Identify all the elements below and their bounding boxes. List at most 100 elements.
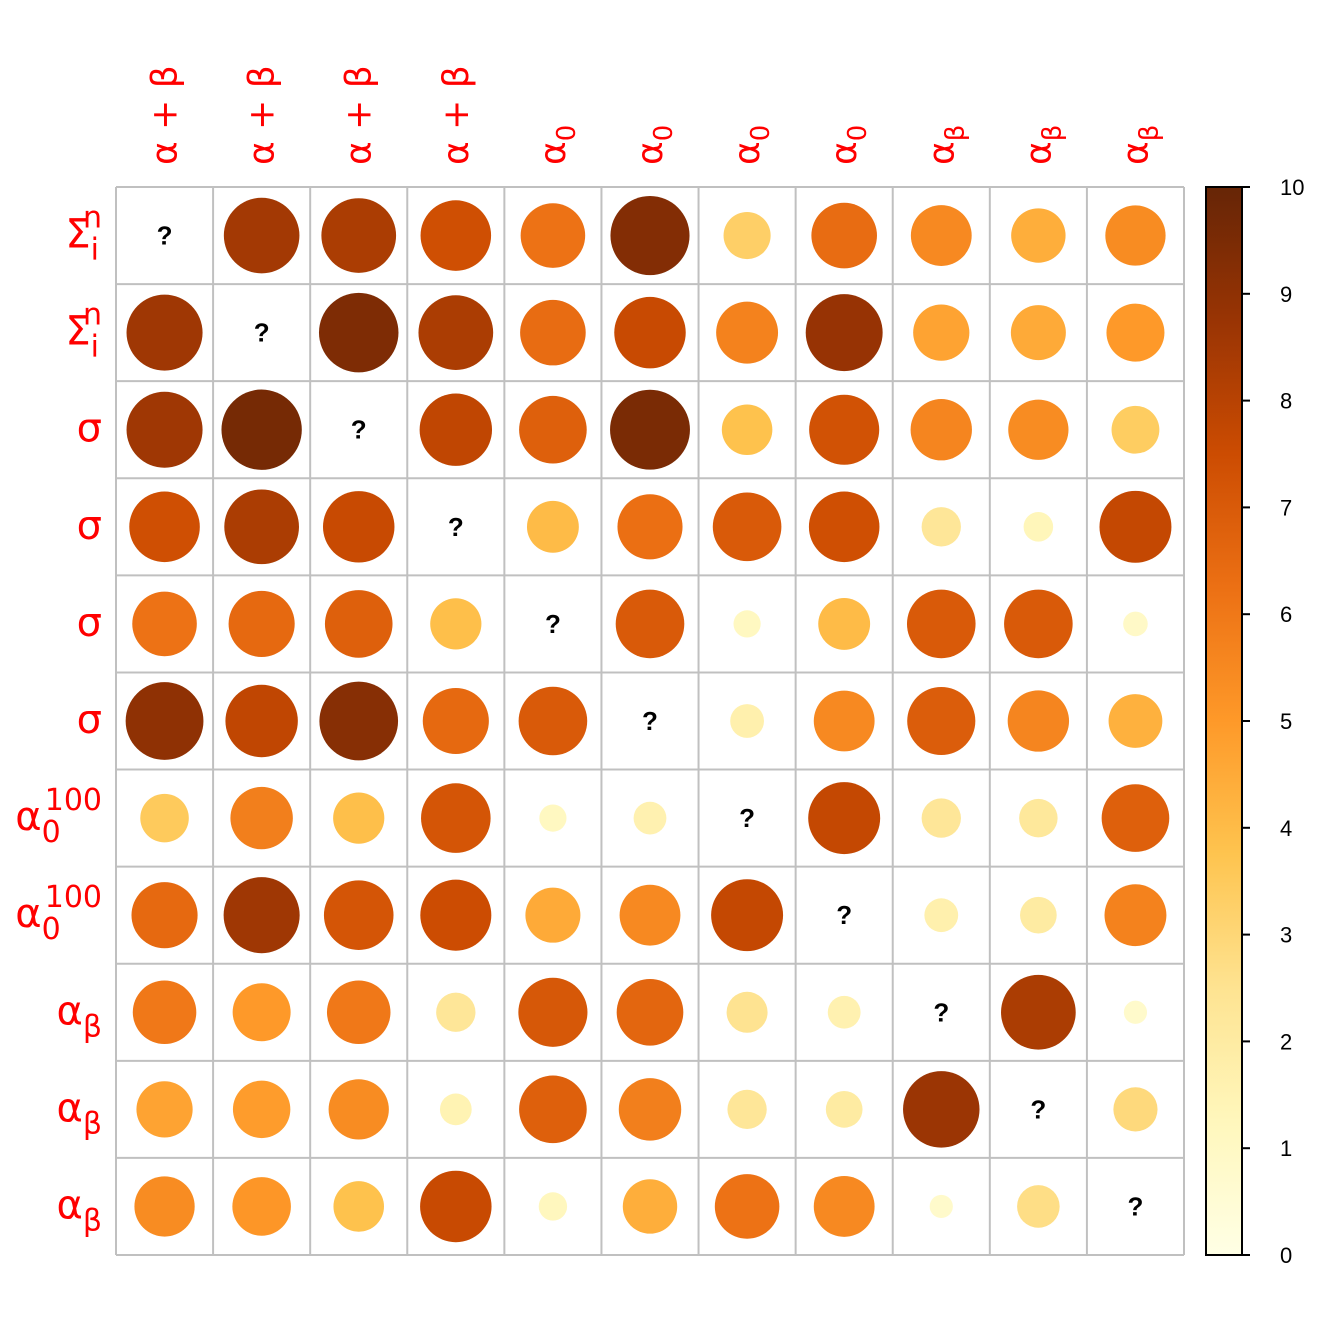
- colorbar-tick-label: 6: [1280, 602, 1292, 627]
- column-labels: α + β α + β α + β α + β α0 α0 α0 α0 αβ αβ αβ: [145, 65, 1165, 165]
- matrix-circle: [811, 202, 877, 269]
- matrix-circle: [805, 294, 883, 372]
- colorbar-tick-label: 4: [1280, 816, 1292, 841]
- matrix-circle: [420, 879, 492, 951]
- matrix-circle: [617, 494, 683, 560]
- column-label: α0: [630, 125, 679, 165]
- matrix-circle: [622, 1179, 678, 1234]
- matrix-circle: [525, 887, 581, 943]
- matrix-circle: [921, 507, 961, 547]
- matrix-circle: [1011, 208, 1066, 263]
- colorbar-tick-label: 7: [1280, 495, 1292, 520]
- matrix-circle: [1104, 884, 1167, 947]
- matrix-circle: [228, 590, 295, 657]
- matrix-circle: [1123, 611, 1148, 637]
- matrix-circle: [140, 793, 189, 843]
- column-label: αβ: [921, 125, 970, 165]
- diagonal-missing-label: ?: [351, 415, 367, 445]
- matrix-circle: [827, 995, 861, 1029]
- matrix-circle: [420, 1170, 492, 1243]
- matrix-circle: [825, 1091, 863, 1128]
- row-label: α0100: [15, 880, 102, 947]
- matrix-circle: [726, 991, 768, 1033]
- matrix-circle: [1004, 589, 1073, 659]
- row-label: σ: [77, 503, 102, 549]
- column-label: α + β: [145, 65, 186, 165]
- matrix-circle: [1017, 1185, 1060, 1228]
- column-label: α + β: [436, 65, 477, 165]
- column-label: α + β: [242, 65, 283, 165]
- matrix-circle: [324, 590, 393, 658]
- matrix-circle: [716, 301, 779, 364]
- colorbar-tick-label: 2: [1280, 1029, 1292, 1054]
- row-label: α0100: [15, 783, 102, 850]
- diagonal-missing-label: ?: [254, 318, 270, 348]
- matrix-circle: [333, 1181, 384, 1232]
- colorbar-tick-label: 8: [1280, 389, 1292, 414]
- matrix-circle: [232, 1080, 291, 1139]
- matrix-circle: [439, 1093, 472, 1126]
- matrix-circle: [136, 1081, 193, 1138]
- matrix-circle: [712, 492, 782, 562]
- matrix-circle: [132, 591, 197, 657]
- matrix-circle: [518, 686, 588, 756]
- matrix-circle: [230, 786, 293, 850]
- matrix-circle: [721, 404, 773, 455]
- matrix-circle: [323, 880, 394, 950]
- matrix-circle: [526, 500, 579, 553]
- column-label: α0: [824, 125, 873, 165]
- matrix-circle: [1010, 305, 1066, 361]
- matrix-circle: [910, 205, 972, 266]
- row-labels: Σin Σin σ σ σ σ α0100 α0100 αβ αβ αβ: [15, 201, 102, 1239]
- matrix-circle: [519, 1075, 587, 1144]
- colorbar-tick-label: 1: [1280, 1136, 1292, 1161]
- matrix-circle: [126, 391, 203, 468]
- matrix-circle: [129, 491, 200, 563]
- matrix-circle: [223, 197, 300, 274]
- matrix-circle: [224, 489, 299, 565]
- matrix-circle: [618, 1078, 682, 1141]
- matrix-circle: [418, 295, 494, 370]
- matrix-circle: [520, 203, 586, 268]
- matrix-circle: [333, 792, 385, 844]
- matrix-circle: [808, 491, 880, 563]
- matrix-circle: [420, 200, 492, 271]
- matrix-circle: [1001, 974, 1076, 1050]
- row-label: Σin: [65, 201, 102, 268]
- matrix-circle: [539, 804, 567, 832]
- matrix-circle: [813, 1176, 875, 1237]
- matrix-circle: [223, 877, 300, 954]
- matrix-circle: [519, 395, 587, 464]
- matrix-circle: [518, 977, 588, 1047]
- matrix-circle: [221, 389, 302, 470]
- matrix-circle: [929, 1194, 953, 1219]
- matrix-circle: [723, 211, 771, 260]
- colorbar-tick-label: 5: [1280, 709, 1292, 734]
- row-label: σ: [77, 600, 102, 646]
- matrix-circle: [430, 598, 482, 650]
- matrix-circle: [616, 978, 684, 1046]
- matrix-circle: [125, 682, 204, 760]
- matrix-circle: [808, 782, 881, 855]
- row-label: σ: [77, 406, 102, 452]
- matrix-circle: [232, 983, 291, 1042]
- matrix-circle: [126, 294, 203, 371]
- matrix-circle: [225, 684, 298, 758]
- matrix-circle: [818, 597, 871, 650]
- matrix-circle: [809, 394, 880, 465]
- colorbar-tick-label: 10: [1280, 175, 1304, 200]
- matrix-circle: [1105, 205, 1166, 266]
- matrix-circle: [131, 882, 198, 949]
- row-label: αβ: [56, 988, 102, 1044]
- matrix-circle: [328, 1079, 389, 1140]
- diagonal-missing-label: ?: [1030, 1094, 1046, 1124]
- matrix-circle: [1099, 490, 1172, 563]
- matrix-circle: [619, 884, 681, 946]
- matrix-circle: [419, 393, 493, 466]
- matrix-circle: [1111, 405, 1160, 454]
- matrix-circle: [921, 798, 961, 838]
- matrix-circle: [910, 399, 972, 461]
- matrix-circle: [615, 589, 685, 659]
- diagonal-missing-label: ?: [933, 997, 949, 1027]
